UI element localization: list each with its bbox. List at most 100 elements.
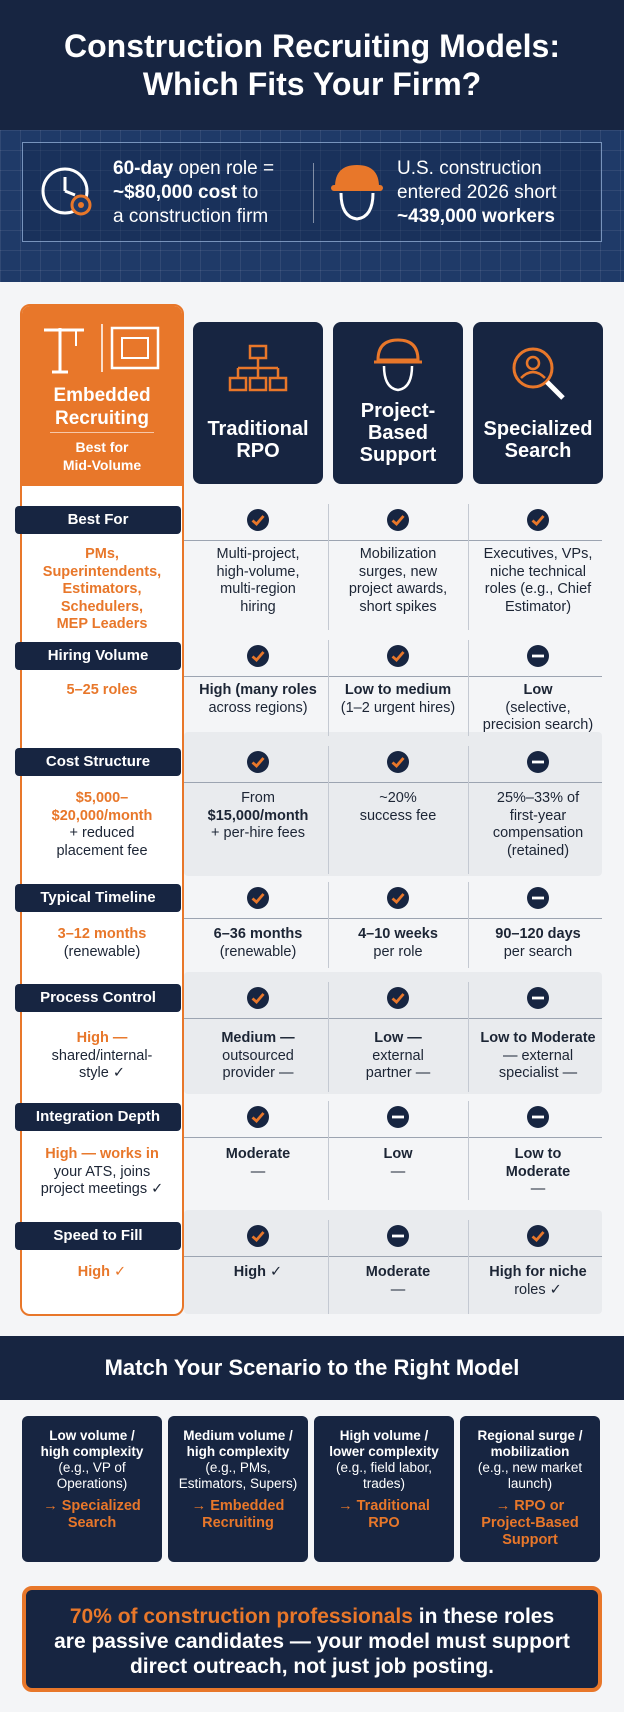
model-cell-line: short spikes xyxy=(359,598,437,615)
scenario-card: Medium volume / high complexity (e.g., PMs… xyxy=(168,1416,308,1562)
embedded-cell-line: MEP Leaders xyxy=(56,616,148,632)
stat-cost-bold: 60-day xyxy=(113,158,174,179)
check-icon xyxy=(247,1225,269,1247)
scenario-card-d1: (e.g., VP of xyxy=(58,1460,126,1475)
stats-box: 60-day open role = ~$80,000 cost to a co… xyxy=(22,142,602,242)
scenario-card-d1: (e.g., field labor, xyxy=(335,1460,433,1475)
row-divider xyxy=(184,1137,602,1138)
callout-line3: direct outreach, not just job posting. xyxy=(129,1655,494,1678)
model-cell-line: (selective, xyxy=(505,699,571,716)
embedded-cell-line: project meetings ✓ xyxy=(40,1181,164,1197)
embedded-title-line1: Embedded xyxy=(53,385,151,406)
model-cell-line: + per-hire fees xyxy=(211,825,305,841)
hardhat-worker-icon xyxy=(331,165,383,221)
row-divider xyxy=(184,1256,602,1257)
scenario-card-d2: trades) xyxy=(362,1476,406,1491)
row-divider xyxy=(184,540,602,541)
column-traditional-rpo: Traditional RPO xyxy=(193,322,323,484)
embedded-cell-line: Schedulers, xyxy=(60,598,144,615)
column-separator xyxy=(468,640,469,736)
row-label: Hiring Volume xyxy=(15,642,181,670)
check-icon xyxy=(247,645,269,667)
scenario-card: High volume / lower complexity (e.g., fiel… xyxy=(314,1416,454,1562)
embedded-title: Embedded Recruiting xyxy=(22,384,182,430)
embedded-cell: High ✓ xyxy=(22,1264,182,1282)
row-divider xyxy=(184,918,602,919)
model-cell-line: success fee xyxy=(359,807,437,824)
embedded-cell-line: Superintendents, xyxy=(42,563,162,580)
row-label: Best For xyxy=(15,506,181,534)
model-cell-line: — xyxy=(530,1181,546,1197)
column-project-based-line3: Support xyxy=(359,444,437,466)
model-cell-line: High ✓ xyxy=(233,1264,283,1280)
model-cell-line: Low to xyxy=(514,1146,562,1162)
scenario-card-t2: high complexity xyxy=(40,1444,144,1459)
model-cell: Low to medium (1–2 urgent hires) xyxy=(333,682,463,717)
model-cell-line: compensation xyxy=(492,825,584,841)
scenario-card-d1: (e.g., PMs, xyxy=(205,1460,271,1475)
stat-cost-line3: a construction firm xyxy=(113,206,269,227)
model-cell: Executives, VPs, niche technical roles (e.… xyxy=(473,546,603,616)
model-cell-line: Medium — xyxy=(221,1030,295,1046)
scenario-card-t1: Low volume / xyxy=(49,1428,135,1443)
scenario-card: Low volume / high complexity (e.g., VP of O… xyxy=(22,1416,162,1562)
embedded-cell-line: High ✓ xyxy=(77,1264,127,1280)
model-cell: 6–36 months (renewable) xyxy=(193,926,323,961)
model-cell-line: across regions) xyxy=(208,699,308,716)
magnifier-person-icon xyxy=(512,347,565,400)
stat-cost-rest: open role = xyxy=(173,158,275,179)
check-icon xyxy=(247,887,269,909)
scenario-card-r1: → Traditional xyxy=(338,1498,430,1514)
embedded-cell-line: High — xyxy=(76,1030,128,1046)
model-cell: Low to Moderate — external specialist — xyxy=(473,1030,603,1083)
clock-gear-icon xyxy=(41,167,92,216)
model-cell-line: — xyxy=(390,1163,406,1180)
model-cell-line: Moderate xyxy=(365,1264,431,1280)
column-separator xyxy=(328,746,329,874)
scenario-card-d2: Estimators, Supers) xyxy=(178,1476,298,1491)
model-cell: ~20% success fee xyxy=(333,790,463,825)
model-cell-line: high-volume, xyxy=(216,563,300,580)
check-icon xyxy=(247,987,269,1009)
embedded-cell-line: Estimators, xyxy=(62,581,142,597)
scenario-card-t1: Medium volume / xyxy=(183,1428,293,1443)
column-project-based-line2: Based xyxy=(367,422,429,444)
model-cell-line: precision search) xyxy=(482,717,594,733)
model-cell: Moderate — xyxy=(333,1264,463,1299)
minus-icon xyxy=(387,1225,409,1247)
header: Construction Recruiting Models: Which Fi… xyxy=(0,0,624,130)
model-cell-line: partner — xyxy=(365,1065,431,1081)
row-label: Integration Depth xyxy=(15,1103,181,1131)
model-cell-line: From xyxy=(241,790,275,806)
column-specialized-search-line1: Specialized xyxy=(483,418,593,440)
hardhat-icon xyxy=(374,338,422,392)
model-cell-line: — xyxy=(250,1163,266,1180)
scenario-card: Regional surge / mobilization (e.g., new m… xyxy=(460,1416,600,1562)
model-cell: Medium — outsourced provider — xyxy=(193,1030,323,1083)
embedded-cell-line: shared/internal- xyxy=(51,1047,153,1064)
embedded-sub-line1: Best for xyxy=(75,439,129,455)
model-cell: Low to Moderate — xyxy=(473,1146,603,1199)
model-cell: High for niche roles ✓ xyxy=(473,1264,603,1299)
model-cell-line: (renewable) xyxy=(219,943,297,960)
model-cell-line: Low to medium xyxy=(344,682,452,698)
callout-line2: are passive candidates — your model must… xyxy=(54,1630,570,1653)
minus-icon xyxy=(527,987,549,1009)
scenario-card-r2: Recruiting xyxy=(202,1515,274,1531)
minus-icon xyxy=(527,645,549,667)
column-separator xyxy=(468,1101,469,1200)
model-cell: 90–120 days per search xyxy=(473,926,603,961)
column-separator xyxy=(328,982,329,1092)
embedded-cell: 5–25 roles xyxy=(22,682,182,700)
embedded-cell-line: High — works in xyxy=(45,1146,159,1162)
model-cell-line: 25%–33% of xyxy=(496,790,580,806)
embedded-cell: 3–12 months (renewable) xyxy=(22,926,182,961)
row-label: Cost Structure xyxy=(15,748,181,776)
callout-box: 70% of construction professionals in the… xyxy=(22,1586,602,1692)
embedded-cell-line: style ✓ xyxy=(79,1065,125,1081)
column-specialized-search-title: Specialized Search xyxy=(473,418,603,462)
minus-icon xyxy=(387,1106,409,1128)
column-separator xyxy=(328,1101,329,1200)
minus-icon xyxy=(527,751,549,773)
embedded-cell: $5,000– $20,000/month + reduced placement f… xyxy=(22,790,182,860)
